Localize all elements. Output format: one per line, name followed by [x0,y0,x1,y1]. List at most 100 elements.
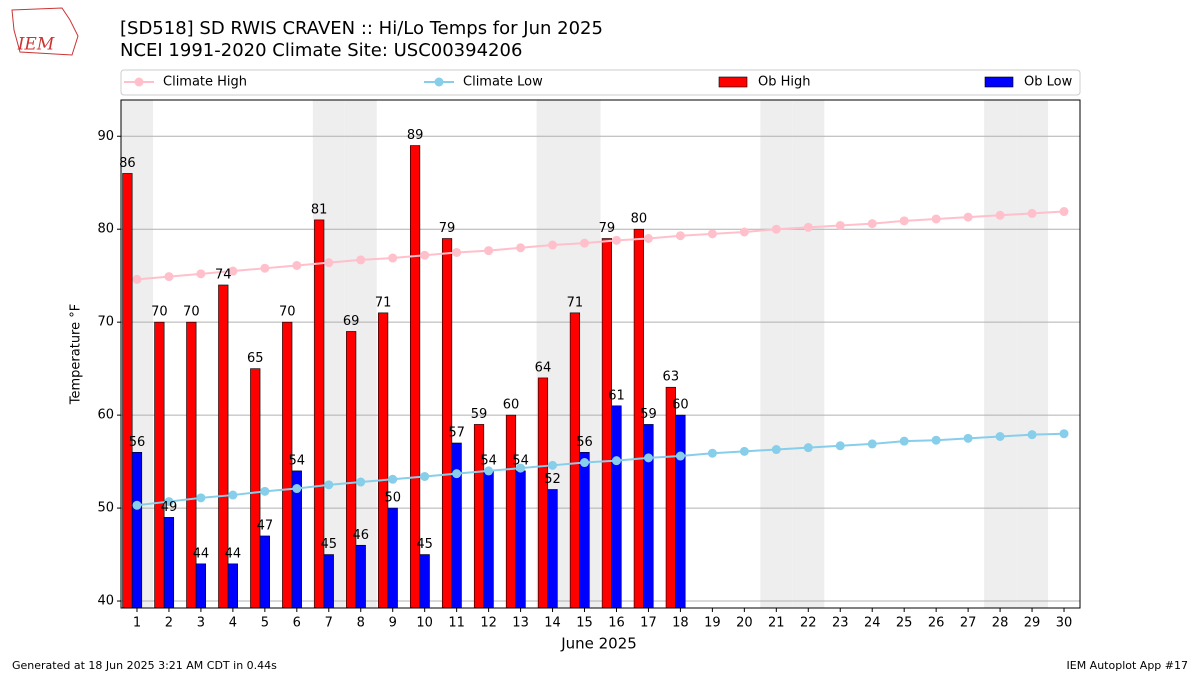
legend-box [120,69,1081,96]
data-label: 59 [640,407,657,422]
marker [196,269,206,279]
marker [228,266,238,276]
marker [356,477,366,487]
bar [547,489,558,609]
data-label: 46 [352,528,369,543]
data-label: 50 [384,491,401,506]
marker [1059,207,1069,217]
bar [579,452,590,609]
marker [995,431,1005,441]
data-label: 70 [183,305,200,320]
marker [164,497,174,507]
marker [995,210,1005,220]
data-label: 80 [631,212,648,227]
chart-title: [SD518] SD RWIS CRAVEN :: Hi/Lo Temps fo… [120,18,603,39]
x-tick-label: 7 [325,616,333,631]
x-tick-label: 5 [261,616,269,631]
marker [484,466,494,476]
data-label: 52 [544,472,561,487]
marker [835,441,845,451]
data-label: 65 [247,351,264,366]
bar [163,517,175,609]
x-tick-label: 3 [197,616,205,631]
x-tick-label: 11 [448,616,465,631]
bar [259,535,270,609]
marker [388,474,398,484]
bar [227,563,238,609]
marker [803,443,813,453]
data-label: 79 [439,221,456,236]
legend-swatch [984,76,1014,88]
footer-right: IEM Autoplot App #17 [1067,659,1189,672]
y-tick-label: 50 [97,501,114,516]
marker [324,258,334,268]
marker [963,433,973,443]
marker [675,231,685,241]
marker [516,243,526,253]
marker [771,445,781,455]
data-label: 71 [375,295,392,310]
marker [643,453,653,463]
x-tick-label: 6 [293,616,301,631]
logo-shape [11,7,79,56]
marker [739,446,749,456]
marker [420,471,430,481]
marker [452,247,462,257]
y-axis-label: Temperature °F [69,304,84,405]
bar [569,312,581,609]
bar [537,377,549,609]
x-tick-label: 29 [1024,616,1041,631]
data-label: 54 [480,453,497,468]
marker [548,240,558,250]
data-label: 54 [512,453,529,468]
marker [963,212,973,222]
data-label: 60 [503,398,520,413]
legend-label: Climate High [163,75,247,90]
x-tick-label: 17 [640,616,657,631]
marker [739,227,749,237]
x-tick-label: 18 [672,616,689,631]
marker [260,263,270,273]
chart-subtitle: NCEI 1991-2020 Climate Site: USC00394206 [120,40,522,61]
plot-frame [120,99,1081,609]
marker [388,253,398,263]
marker [867,439,877,449]
data-label: 54 [289,453,306,468]
x-tick-label: 28 [992,616,1009,631]
x-tick-label: 10 [416,616,433,631]
data-label: 64 [535,360,552,375]
footer-left: Generated at 18 Jun 2025 3:21 AM CDT in … [12,659,277,672]
bar [355,544,366,609]
x-tick-label: 26 [928,616,945,631]
bar [515,470,526,609]
data-label: 45 [416,537,433,552]
marker [867,219,877,229]
bar [131,452,143,609]
x-tick-label: 12 [480,616,497,631]
bar [250,368,261,609]
bar [505,414,517,609]
bar [378,312,389,609]
x-tick-label: 19 [704,616,721,631]
marker [292,260,302,270]
data-label: 71 [567,295,584,310]
legend-swatch [718,76,748,88]
data-label: 47 [257,518,274,533]
data-label: 86 [119,156,136,171]
data-label: 59 [471,407,488,422]
x-tick-label: 9 [389,616,397,631]
marker [484,246,494,256]
bar [675,414,686,609]
bar [665,386,676,609]
marker [132,274,142,284]
bar [611,405,622,609]
weekend-shade [1016,100,1049,608]
bar [601,238,612,609]
weekend-shade [792,100,825,608]
x-tick-label: 21 [768,616,785,631]
bar [643,424,654,609]
data-label: 81 [311,202,328,217]
bar [451,442,462,609]
x-tick-label: 23 [832,616,849,631]
bar [483,470,494,609]
